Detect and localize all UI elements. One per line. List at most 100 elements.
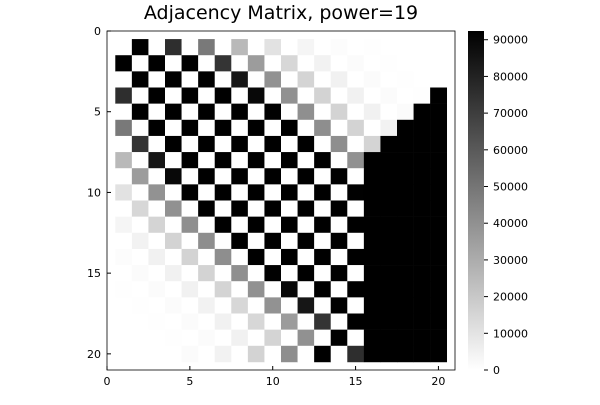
heatmap-cell <box>430 119 448 137</box>
heatmap-cell <box>413 200 431 217</box>
heatmap-cell <box>247 329 265 347</box>
heatmap-cell <box>214 329 232 347</box>
heatmap-cell <box>281 329 298 347</box>
heatmap-cell <box>380 103 398 121</box>
heatmap-cell <box>247 200 265 217</box>
heatmap-cell <box>131 39 149 56</box>
heatmap-cell <box>231 281 249 298</box>
heatmap-cell <box>363 265 381 282</box>
heatmap-cell <box>181 200 199 217</box>
heatmap-cell <box>330 152 348 169</box>
heatmap-cell <box>131 216 149 234</box>
heatmap-cell <box>281 313 298 330</box>
heatmap-cell <box>264 87 282 104</box>
heatmap-cell <box>397 135 414 153</box>
heatmap-cell <box>231 297 249 314</box>
heatmap-cell <box>148 87 166 104</box>
heatmap-cell <box>165 216 182 234</box>
heatmap-cell <box>247 216 265 234</box>
heatmap-cell <box>264 152 282 169</box>
heatmap-cell <box>330 281 348 298</box>
heatmap-cell <box>413 297 431 314</box>
heatmap-cell <box>131 184 149 201</box>
heatmap-cell <box>297 135 315 153</box>
heatmap-cell <box>430 55 448 72</box>
heatmap-cell <box>430 248 448 266</box>
heatmap-cell <box>347 119 365 137</box>
heatmap-cell <box>281 248 298 266</box>
heatmap-cell <box>148 184 166 201</box>
heatmap-cell <box>430 39 448 56</box>
heatmap-cell <box>247 135 265 153</box>
heatmap-cell <box>281 71 298 88</box>
heatmap-cell <box>198 152 216 169</box>
heatmap-cell <box>247 248 265 266</box>
heatmap-cell <box>165 184 182 201</box>
heatmap-cell <box>181 216 199 234</box>
heatmap-cell <box>264 135 282 153</box>
heatmap-cell <box>281 297 298 314</box>
heatmap-cell <box>231 135 249 153</box>
plot-frame <box>106 30 456 371</box>
heatmap-cell <box>430 200 448 217</box>
heatmap-cell <box>148 248 166 266</box>
heatmap-cell <box>363 297 381 314</box>
heatmap-cell <box>148 135 166 153</box>
y-tick-label: 10 <box>87 186 101 199</box>
heatmap-cell <box>363 313 381 330</box>
heatmap-cell <box>198 248 216 266</box>
colorbar-tick-label: 40000 <box>493 217 528 230</box>
heatmap-cell <box>181 87 199 104</box>
heatmap-cell <box>181 103 199 121</box>
heatmap-cell <box>397 87 414 104</box>
heatmap-cell <box>198 216 216 234</box>
heatmap-cell <box>264 168 282 185</box>
heatmap-cell <box>330 39 348 56</box>
heatmap-cell <box>281 265 298 282</box>
heatmap-cell <box>347 71 365 88</box>
heatmap-cell <box>413 135 431 153</box>
heatmap-cell <box>264 71 282 88</box>
heatmap-cell <box>314 265 332 282</box>
heatmap-cell <box>198 184 216 201</box>
heatmap-cell <box>347 265 365 282</box>
heatmap-cell <box>314 297 332 314</box>
x-axis: 0 5 10 15 20 <box>104 366 445 388</box>
heatmap-cell <box>330 216 348 234</box>
heatmap-cell <box>264 281 282 298</box>
heatmap-cell <box>430 216 448 234</box>
heatmap-cell <box>330 329 348 347</box>
heatmap-cell <box>198 232 216 250</box>
heatmap-cell <box>115 200 133 217</box>
heatmap-cell <box>330 200 348 217</box>
heatmap-cell <box>314 216 332 234</box>
heatmap-cell <box>330 87 348 104</box>
heatmap-cell <box>397 184 414 201</box>
heatmap-cell <box>297 329 315 347</box>
heatmap-cell <box>363 71 381 88</box>
heatmap-cell <box>264 297 282 314</box>
heatmap-cell <box>165 248 182 266</box>
heatmap-cell <box>214 87 232 104</box>
heatmap-cell <box>347 152 365 169</box>
heatmap-cell <box>165 119 182 137</box>
heatmap-cell <box>247 313 265 330</box>
heatmap-cell <box>347 281 365 298</box>
heatmap-cell <box>281 216 298 234</box>
heatmap-cell <box>430 329 448 347</box>
heatmap-cell <box>347 329 365 347</box>
heatmap-cell <box>264 329 282 347</box>
heatmap-cell <box>380 313 398 330</box>
colorbar-tick-label: 70000 <box>493 107 528 120</box>
heatmap-cell <box>413 216 431 234</box>
heatmap-cell <box>247 87 265 104</box>
heatmap-cell <box>165 135 182 153</box>
heatmap-cell <box>214 135 232 153</box>
heatmap-cell <box>181 329 199 347</box>
heatmap-cell <box>131 55 149 72</box>
heatmap-cell <box>314 103 332 121</box>
heatmap-cell <box>214 216 232 234</box>
heatmap-cell <box>297 39 315 56</box>
heatmap-cell <box>430 345 448 363</box>
